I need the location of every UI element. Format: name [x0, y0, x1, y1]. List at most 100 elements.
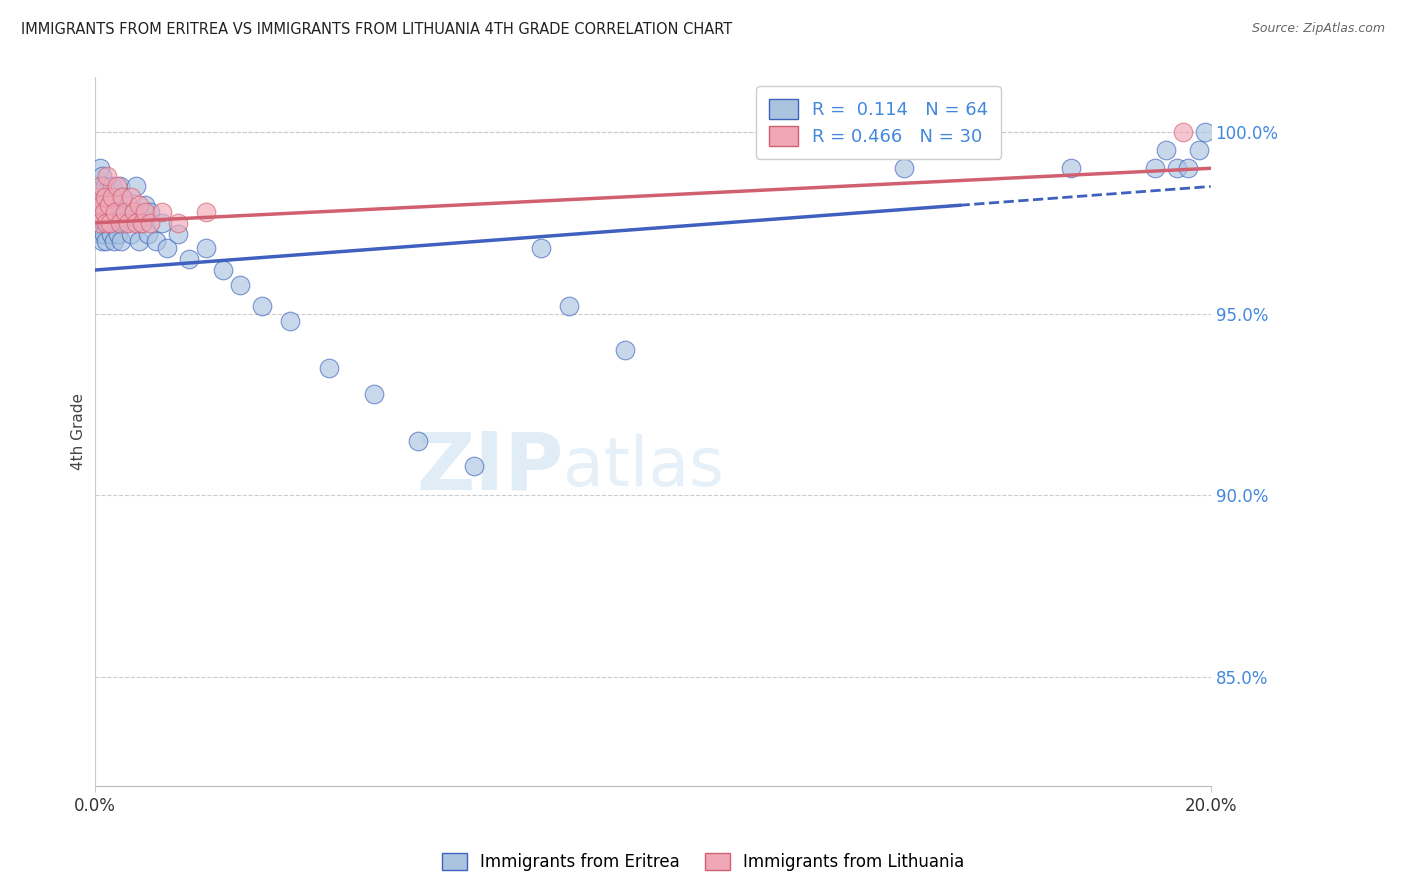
Point: [89, 216, 111, 230]
Point: [89, 216, 111, 230]
Point: [558, 300, 581, 314]
Point: [110, 179, 132, 194]
Point: [195, 241, 218, 255]
Point: [105, 179, 128, 194]
Point: [156, 241, 179, 255]
Point: [103, 234, 125, 248]
Point: [86, 205, 108, 219]
Point: [93, 205, 115, 219]
Point: [89, 161, 111, 176]
Point: [278, 314, 301, 328]
Point: [94, 216, 117, 230]
Point: [86, 197, 108, 211]
Point: [136, 227, 159, 241]
Point: [108, 205, 131, 219]
Point: [97, 216, 120, 230]
Point: [1177, 161, 1199, 176]
Point: [150, 205, 173, 219]
Point: [90, 169, 112, 183]
Point: [530, 241, 553, 255]
Point: [1060, 161, 1083, 176]
Point: [105, 197, 128, 211]
Point: [93, 190, 115, 204]
Point: [120, 190, 142, 204]
Point: [1154, 143, 1177, 157]
Point: [104, 216, 127, 230]
Point: [110, 234, 132, 248]
Point: [93, 216, 115, 230]
Point: [104, 190, 127, 204]
Point: [406, 434, 429, 448]
Point: [212, 263, 235, 277]
Y-axis label: 4th Grade: 4th Grade: [72, 393, 86, 470]
Point: [167, 216, 190, 230]
Point: [893, 161, 915, 176]
Point: [145, 234, 167, 248]
Point: [90, 179, 112, 194]
Point: [363, 386, 385, 401]
Point: [122, 205, 145, 219]
Point: [111, 190, 134, 204]
Text: atlas: atlas: [564, 434, 724, 500]
Point: [101, 179, 124, 194]
Point: [100, 227, 122, 241]
Point: [125, 216, 148, 230]
Point: [93, 227, 115, 241]
Point: [179, 252, 201, 267]
Point: [94, 234, 117, 248]
Point: [98, 197, 121, 211]
Point: [131, 216, 153, 230]
Point: [131, 216, 153, 230]
Point: [87, 205, 110, 219]
Point: [150, 216, 173, 230]
Point: [114, 216, 136, 230]
Point: [108, 216, 131, 230]
Point: [96, 169, 118, 183]
Point: [104, 205, 127, 219]
Text: Source: ZipAtlas.com: Source: ZipAtlas.com: [1251, 22, 1385, 36]
Point: [96, 190, 118, 204]
Point: [893, 143, 915, 157]
Point: [134, 205, 156, 219]
Point: [463, 459, 485, 474]
Point: [114, 205, 136, 219]
Point: [91, 197, 114, 211]
Point: [128, 234, 150, 248]
Point: [1188, 143, 1211, 157]
Point: [93, 179, 115, 194]
Point: [111, 190, 134, 204]
Legend: Immigrants from Eritrea, Immigrants from Lithuania: Immigrants from Eritrea, Immigrants from…: [433, 845, 973, 880]
Point: [101, 190, 124, 204]
Point: [1166, 161, 1188, 176]
Point: [98, 205, 121, 219]
Point: [90, 179, 112, 194]
Point: [90, 227, 112, 241]
Point: [228, 277, 250, 292]
Point: [120, 227, 142, 241]
Legend: R =  0.114   N = 64, R = 0.466   N = 30: R = 0.114 N = 64, R = 0.466 N = 30: [756, 87, 1001, 159]
Point: [94, 205, 117, 219]
Point: [195, 205, 218, 219]
Point: [98, 216, 121, 230]
Point: [107, 227, 129, 241]
Point: [125, 179, 148, 194]
Point: [117, 216, 139, 230]
Text: IMMIGRANTS FROM ERITREA VS IMMIGRANTS FROM LITHUANIA 4TH GRADE CORRELATION CHART: IMMIGRANTS FROM ERITREA VS IMMIGRANTS FR…: [21, 22, 733, 37]
Point: [139, 216, 162, 230]
Point: [139, 205, 162, 219]
Text: ZIP: ZIP: [416, 428, 564, 507]
Point: [128, 197, 150, 211]
Point: [1194, 125, 1216, 139]
Point: [122, 205, 145, 219]
Point: [250, 300, 273, 314]
Point: [1143, 161, 1166, 176]
Point: [97, 197, 120, 211]
Point: [613, 343, 636, 357]
Point: [167, 227, 190, 241]
Point: [117, 197, 139, 211]
Point: [91, 197, 114, 211]
Point: [134, 197, 156, 211]
Point: [1171, 125, 1194, 139]
Point: [91, 234, 114, 248]
Point: [87, 190, 110, 204]
